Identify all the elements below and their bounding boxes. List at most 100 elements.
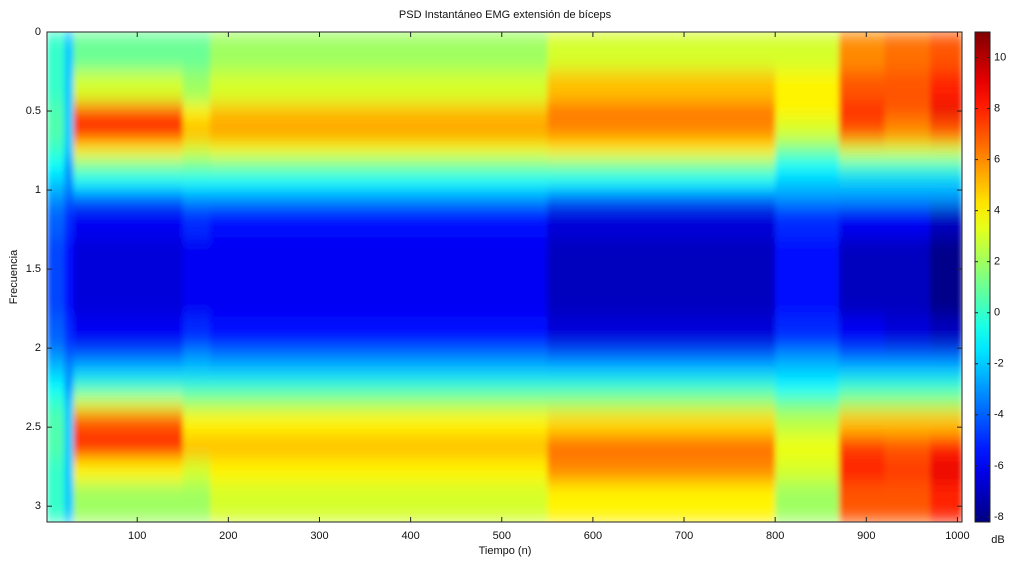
heatmap-cell bbox=[547, 316, 776, 349]
x-tick-label: 900 bbox=[857, 530, 875, 542]
heatmap-cell bbox=[884, 142, 931, 159]
heatmap-cell bbox=[73, 32, 184, 73]
heatmap-cell bbox=[884, 190, 931, 207]
heatmap-cell bbox=[775, 411, 840, 436]
heatmap-cell bbox=[64, 237, 74, 318]
heatmap-cell bbox=[73, 118, 184, 144]
heatmap-cell bbox=[930, 190, 962, 207]
heatmap-cell bbox=[210, 363, 548, 381]
heatmap-cell bbox=[210, 395, 548, 412]
heatmap-cell bbox=[182, 482, 211, 522]
colorbar-label: dB bbox=[991, 534, 1004, 546]
heatmap-cell bbox=[210, 142, 548, 159]
heatmap-cell bbox=[210, 158, 548, 175]
heatmap-cell bbox=[64, 205, 74, 238]
heatmap-cell bbox=[210, 190, 548, 207]
heatmap-cell bbox=[775, 348, 840, 365]
heatmap-cell bbox=[838, 32, 886, 73]
heatmap-cell bbox=[47, 103, 65, 120]
heatmap-cell bbox=[775, 32, 840, 73]
heatmap-cell bbox=[182, 379, 211, 397]
heatmap-cell bbox=[838, 316, 886, 349]
colorbar-tick-label: 6 bbox=[994, 154, 1000, 166]
y-tick-label: 3 bbox=[35, 500, 41, 512]
heatmap-cell bbox=[182, 435, 211, 460]
heatmap-cell bbox=[210, 205, 548, 238]
heatmap-cell bbox=[64, 71, 74, 104]
colorbar-tick-label: -4 bbox=[994, 409, 1004, 421]
heatmap-cell bbox=[182, 205, 211, 238]
x-tick-label: 300 bbox=[310, 530, 328, 542]
heatmap-cell bbox=[64, 158, 74, 175]
heatmap-cell bbox=[930, 379, 962, 397]
heatmap-cell bbox=[182, 348, 211, 365]
heatmap-cell bbox=[930, 205, 962, 238]
heatmap-cell bbox=[210, 458, 548, 483]
heatmap-cell bbox=[47, 174, 65, 191]
colorbar-tick-label: -2 bbox=[994, 358, 1004, 370]
heatmap-cell bbox=[210, 118, 548, 144]
heatmap-cell bbox=[930, 158, 962, 175]
heatmap-cell bbox=[210, 32, 548, 73]
heatmap-cell bbox=[210, 316, 548, 349]
y-tick-label: 1.5 bbox=[26, 263, 41, 275]
heatmap-cell bbox=[64, 411, 74, 436]
heatmap-cell bbox=[884, 237, 931, 318]
y-tick-label: 1 bbox=[35, 184, 41, 196]
heatmap-cell bbox=[930, 237, 962, 318]
heatmap-cell bbox=[73, 158, 184, 175]
heatmap-cell bbox=[47, 205, 65, 238]
heatmap-cell bbox=[73, 190, 184, 207]
heatmap-cell bbox=[64, 458, 74, 483]
heatmap-cell bbox=[547, 379, 776, 397]
heatmap-cell bbox=[930, 482, 962, 522]
heatmap-cell bbox=[884, 348, 931, 365]
colorbar-tick-label: 4 bbox=[994, 205, 1000, 217]
heatmap-cell bbox=[73, 142, 184, 159]
heatmap-cell bbox=[930, 142, 962, 159]
heatmap-cell bbox=[182, 316, 211, 349]
x-tick-label: 700 bbox=[675, 530, 693, 542]
heatmap-cell bbox=[838, 348, 886, 365]
heatmap-cell bbox=[47, 118, 65, 144]
heatmap-cell bbox=[547, 395, 776, 412]
heatmap-cell bbox=[930, 458, 962, 483]
heatmap-cell bbox=[838, 379, 886, 397]
heatmap-cell bbox=[64, 118, 74, 144]
heatmap-cell bbox=[775, 205, 840, 238]
heatmap-cell bbox=[73, 205, 184, 238]
heatmap-cell bbox=[73, 379, 184, 397]
heatmap-cell bbox=[547, 458, 776, 483]
heatmap-cell bbox=[47, 190, 65, 207]
heatmap-cell bbox=[547, 32, 776, 73]
heatmap-cell bbox=[930, 395, 962, 412]
heatmap-cell bbox=[838, 482, 886, 522]
heatmap-cell bbox=[73, 316, 184, 349]
heatmap-cell bbox=[884, 411, 931, 436]
heatmap-cell bbox=[775, 316, 840, 349]
heatmap-cell bbox=[547, 174, 776, 191]
heatmap-cell bbox=[930, 118, 962, 144]
heatmap-cell bbox=[64, 316, 74, 349]
heatmap-cell bbox=[210, 482, 548, 522]
heatmap-cell bbox=[547, 348, 776, 365]
heatmap-cell bbox=[64, 142, 74, 159]
heatmap-cell bbox=[547, 118, 776, 144]
heatmap-cell bbox=[47, 71, 65, 104]
x-tick-label: 600 bbox=[584, 530, 602, 542]
heatmap-cell bbox=[73, 435, 184, 460]
heatmap-cell bbox=[47, 435, 65, 460]
heatmap-cell bbox=[210, 174, 548, 191]
heatmap-cell bbox=[210, 411, 548, 436]
heatmap-cell bbox=[64, 348, 74, 365]
x-tick-label: 200 bbox=[219, 530, 237, 542]
y-axis-label: Frecuencia bbox=[8, 249, 20, 304]
x-tick-label: 400 bbox=[401, 530, 419, 542]
heatmap-cell bbox=[64, 395, 74, 412]
heatmap-cell bbox=[775, 158, 840, 175]
heatmap-cell bbox=[930, 363, 962, 381]
heatmap-cell bbox=[884, 316, 931, 349]
heatmap-cell bbox=[47, 482, 65, 522]
heatmap-cell bbox=[47, 142, 65, 159]
heatmap-cell bbox=[210, 435, 548, 460]
